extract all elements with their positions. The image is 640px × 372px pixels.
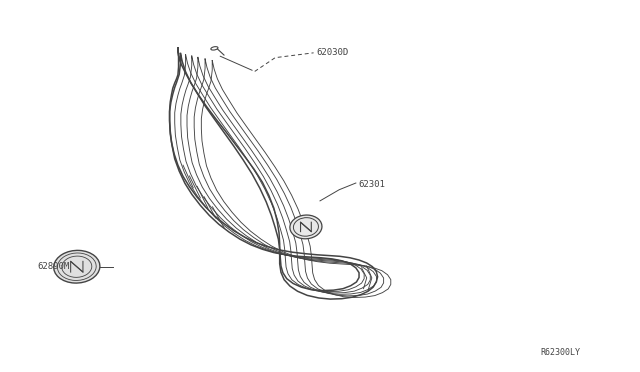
Text: 62890M: 62890M (37, 262, 69, 271)
Ellipse shape (290, 215, 322, 239)
Ellipse shape (54, 250, 100, 283)
Text: 62301: 62301 (358, 180, 385, 189)
Text: R62300LY: R62300LY (541, 348, 581, 357)
Text: 62030D: 62030D (317, 48, 349, 57)
